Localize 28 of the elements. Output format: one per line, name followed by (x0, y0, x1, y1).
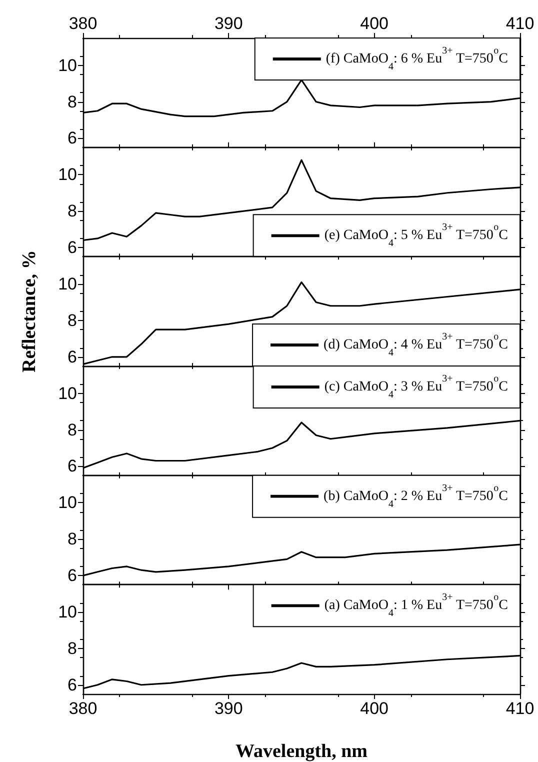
y-tick-label: 10 (58, 56, 77, 75)
y-tick-label: 6 (68, 456, 77, 476)
y-tick-label: 6 (68, 238, 77, 258)
x2-tick-label: 400 (360, 14, 389, 33)
y-tick-label: 8 (68, 420, 77, 440)
y-tick-label: 10 (58, 602, 77, 622)
y-tick-label: 6 (68, 566, 77, 586)
y-tick-label: 8 (68, 202, 77, 221)
y-tick-label: 8 (68, 92, 77, 112)
y-tick-label: 6 (68, 675, 77, 694)
y-tick-label: 8 (68, 530, 77, 549)
y-tick-label: 10 (58, 165, 77, 184)
x-tick-label: 400 (360, 699, 389, 718)
y-axis-title: Reflectance, % (19, 250, 40, 373)
x-tick-label: 390 (214, 699, 243, 718)
x2-tick-label: 410 (506, 14, 534, 33)
x-tick-label: 410 (506, 699, 534, 718)
y-tick-label: 6 (68, 128, 77, 148)
y-tick-label: 6 (68, 347, 77, 366)
x2-tick-label: 390 (214, 14, 243, 33)
y-tick-label: 10 (58, 274, 77, 294)
x-tick-label: 380 (68, 699, 98, 718)
y-tick-label: 8 (68, 310, 77, 330)
y-tick-label: 10 (58, 493, 77, 512)
y-tick-label: 8 (68, 638, 77, 658)
x-axis-title: Wavelength, nm (236, 741, 368, 762)
y-tick-label: 10 (58, 384, 77, 403)
x2-tick-label: 380 (68, 14, 98, 33)
